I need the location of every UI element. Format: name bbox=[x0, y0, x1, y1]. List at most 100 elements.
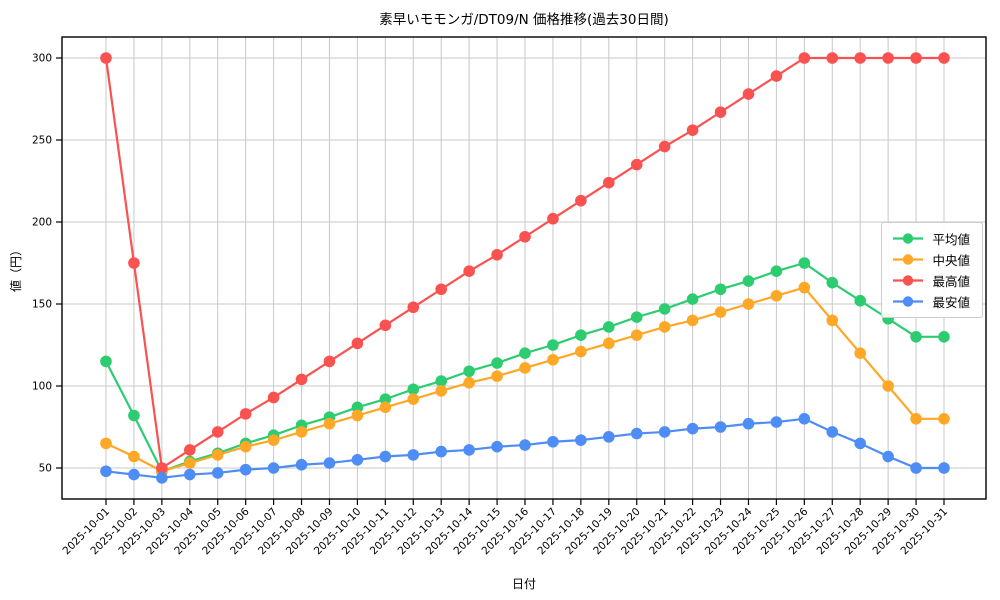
series-marker-中央値 bbox=[882, 380, 894, 392]
legend-entry: 中央値 bbox=[892, 251, 970, 268]
series-marker-最安値 bbox=[128, 468, 140, 481]
legend-line-marker-icon bbox=[893, 275, 924, 286]
series-marker-最安値 bbox=[686, 422, 699, 435]
series-marker-最安値 bbox=[854, 437, 866, 450]
series-marker-中央値 bbox=[742, 298, 755, 310]
series-marker-最高値 bbox=[603, 176, 615, 189]
series-marker-最安値 bbox=[770, 416, 783, 428]
series-marker-最高値 bbox=[658, 140, 671, 153]
series-marker-最安値 bbox=[491, 440, 503, 453]
series-marker-平均値 bbox=[910, 331, 922, 343]
axis-layer: 501001502002503002025-10-012025-10-02202… bbox=[32, 36, 987, 557]
series-marker-平均値 bbox=[435, 375, 448, 387]
series-marker-中央値 bbox=[184, 457, 196, 469]
legend-line-marker-icon bbox=[893, 296, 924, 307]
series-marker-最高値 bbox=[323, 355, 336, 368]
legend-label: 最安値 bbox=[932, 295, 970, 310]
series-marker-最高値 bbox=[184, 444, 196, 456]
series-marker-最高値 bbox=[938, 52, 950, 64]
series-marker-中央値 bbox=[770, 290, 783, 302]
series-marker-平均値 bbox=[742, 275, 755, 287]
y-tick-label: 100 bbox=[32, 381, 52, 393]
series-marker-最安値 bbox=[603, 431, 615, 443]
series-marker-平均値 bbox=[686, 293, 699, 305]
series-marker-最安値 bbox=[938, 462, 950, 474]
series-marker-最安値 bbox=[211, 467, 224, 479]
series-marker-中央値 bbox=[603, 337, 615, 350]
chart-title: 素早いモモンガ/DT09/N 価格推移(過去30日間) bbox=[379, 12, 669, 28]
series-marker-最高値 bbox=[854, 52, 866, 64]
y-tick-label: 250 bbox=[32, 135, 52, 147]
legend-entry: 最高値 bbox=[892, 272, 970, 289]
series-marker-平均値 bbox=[714, 283, 727, 296]
series-marker-中央値 bbox=[407, 393, 420, 405]
series-marker-平均値 bbox=[351, 401, 364, 414]
series-marker-最高値 bbox=[630, 158, 643, 171]
legend: 平均値中央値最高値最安値 bbox=[881, 222, 983, 318]
series-marker-中央値 bbox=[686, 314, 699, 327]
x-axis-label: 日付 bbox=[512, 577, 536, 591]
y-tick-label: 200 bbox=[32, 217, 52, 229]
series-marker-最安値 bbox=[156, 472, 168, 484]
legend-entry: 平均値 bbox=[892, 230, 970, 247]
series-marker-最高値 bbox=[128, 257, 140, 269]
series-marker-平均値 bbox=[938, 331, 950, 343]
series-marker-最高値 bbox=[463, 265, 475, 278]
series-marker-平均値 bbox=[128, 409, 140, 422]
series-marker-最安値 bbox=[379, 450, 392, 463]
series-marker-最安値 bbox=[351, 454, 364, 466]
series-marker-平均値 bbox=[379, 393, 392, 405]
series-marker-平均値 bbox=[491, 357, 503, 369]
series-marker-平均値 bbox=[826, 276, 839, 289]
series-marker-中央値 bbox=[323, 417, 336, 430]
series-marker-平均値 bbox=[100, 355, 112, 368]
series-marker-最安値 bbox=[100, 465, 112, 478]
series-marker-中央値 bbox=[938, 413, 950, 425]
series-marker-中央値 bbox=[854, 347, 866, 360]
series-marker-平均値 bbox=[547, 339, 559, 351]
series-marker-最高値 bbox=[295, 373, 308, 386]
series-marker-最高値 bbox=[547, 212, 559, 225]
series-marker-中央値 bbox=[128, 450, 140, 463]
series-marker-最高値 bbox=[882, 52, 894, 64]
y-tick-label: 150 bbox=[32, 299, 52, 311]
legend-line-marker-icon bbox=[893, 254, 924, 265]
series-marker-最高値 bbox=[798, 52, 811, 64]
series-marker-平均値 bbox=[407, 383, 420, 396]
series-marker-中央値 bbox=[435, 385, 448, 397]
series-marker-中央値 bbox=[547, 353, 559, 366]
series-marker-中央値 bbox=[910, 413, 922, 425]
series-marker-最安値 bbox=[714, 421, 727, 433]
series-marker-最高値 bbox=[491, 249, 503, 261]
series-marker-中央値 bbox=[295, 426, 308, 438]
y-axis-label: 値（円） bbox=[8, 244, 23, 292]
series-marker-平均値 bbox=[519, 347, 531, 360]
series-marker-最高値 bbox=[239, 408, 252, 420]
legend-label: 最高値 bbox=[932, 274, 970, 289]
series-marker-最高値 bbox=[267, 391, 280, 404]
series-marker-最安値 bbox=[184, 468, 196, 481]
series-layer bbox=[100, 52, 950, 484]
legend-line-marker-icon bbox=[893, 233, 924, 244]
series-marker-平均値 bbox=[575, 329, 587, 341]
legend-entry: 最安値 bbox=[892, 293, 970, 310]
series-marker-平均値 bbox=[770, 265, 783, 278]
series-marker-最安値 bbox=[407, 449, 420, 461]
series-marker-最安値 bbox=[882, 450, 894, 463]
series-marker-最高値 bbox=[714, 106, 727, 118]
legend-label: 中央値 bbox=[932, 253, 970, 268]
series-marker-最安値 bbox=[658, 426, 671, 438]
series-marker-中央値 bbox=[575, 345, 587, 358]
series-marker-中央値 bbox=[463, 376, 475, 389]
series-marker-最高値 bbox=[910, 52, 922, 64]
series-marker-最高値 bbox=[435, 283, 448, 296]
series-marker-最安値 bbox=[239, 463, 252, 476]
series-marker-平均値 bbox=[630, 311, 643, 323]
series-marker-最高値 bbox=[519, 230, 531, 243]
series-marker-最高値 bbox=[100, 52, 112, 64]
series-marker-平均値 bbox=[658, 303, 671, 315]
series-marker-中央値 bbox=[100, 437, 112, 450]
series-marker-最高値 bbox=[826, 52, 839, 64]
